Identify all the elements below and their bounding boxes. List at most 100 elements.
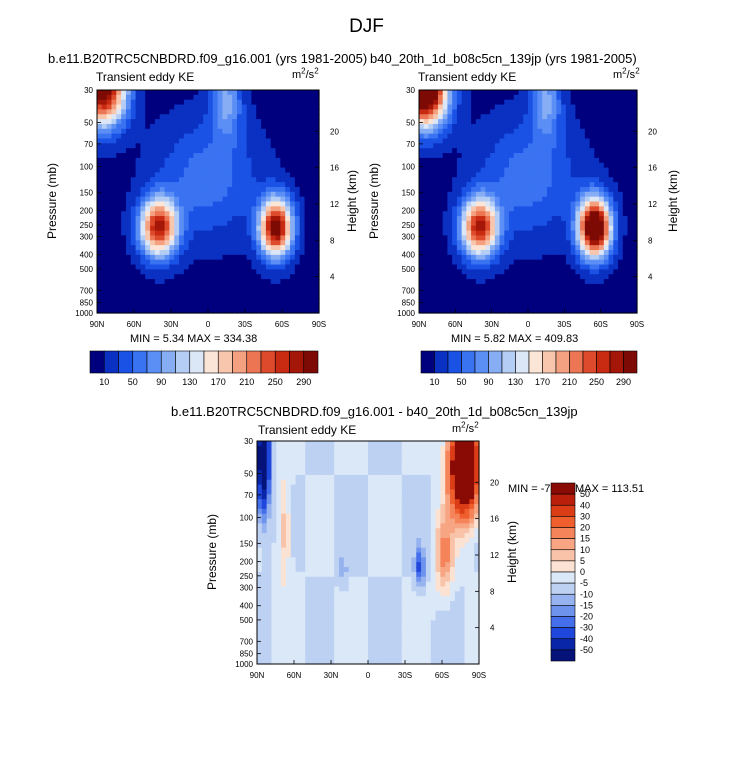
contour-cell [227, 245, 233, 251]
contour-cell [154, 123, 161, 130]
contour-cell [480, 274, 486, 280]
contour-cell [135, 99, 142, 106]
contour-cell [164, 206, 170, 212]
contour-cell [594, 206, 600, 212]
contour-cell [584, 182, 591, 188]
contour-cell [423, 186, 430, 193]
contour-cell [174, 225, 180, 232]
contour-cell [116, 240, 122, 246]
contour-cell [304, 167, 310, 174]
contour-cell [193, 143, 199, 149]
contour-cell [280, 162, 286, 169]
contour-cell [437, 143, 444, 149]
contour-cell [270, 114, 277, 120]
contour-cell [309, 148, 315, 154]
contour-cell [603, 99, 610, 106]
contour-cell [584, 308, 591, 314]
contour-cell [518, 162, 524, 169]
contour-cell [442, 186, 449, 193]
contour-cell [419, 259, 425, 266]
contour-cell [442, 177, 449, 183]
contour-cell [466, 104, 472, 110]
contour-cell [627, 167, 633, 174]
contour-cell [471, 274, 477, 280]
contour-cell [188, 240, 195, 246]
contour-cell [179, 240, 185, 246]
contour-cell [246, 143, 253, 149]
contour-cell [179, 119, 185, 125]
contour-cell [300, 610, 306, 617]
contour-cell [97, 177, 103, 183]
contour-cell [565, 119, 572, 125]
contour-cell [499, 162, 505, 169]
contour-cell [532, 123, 539, 130]
contour-cell [276, 470, 282, 476]
contour-cell [217, 182, 224, 188]
contour-cell [314, 245, 320, 251]
contour-cell [613, 230, 619, 237]
contour-cell [561, 230, 567, 237]
contour-cell [603, 128, 610, 135]
contour-cell [169, 196, 175, 203]
contour-cell [261, 581, 268, 588]
contour-cell [125, 254, 132, 261]
contour-cell [159, 283, 166, 290]
contour-cell [428, 162, 434, 169]
contour-cell [499, 138, 505, 144]
contour-cell [212, 259, 219, 266]
contour-cell [423, 235, 430, 241]
contour-cell [280, 172, 286, 178]
contour-cell [130, 162, 137, 169]
contour-cell [437, 94, 444, 101]
contour-cell [480, 94, 486, 101]
contour-cell [305, 630, 311, 636]
contour-cell [542, 128, 548, 135]
contour-cell [125, 153, 132, 159]
contour-cell [169, 167, 175, 174]
contour-cell [537, 191, 543, 198]
contour-cell [419, 177, 425, 183]
contour-cell [154, 143, 161, 149]
contour-cell [169, 186, 175, 193]
contour-cell [305, 489, 311, 495]
contour-cell [188, 104, 195, 110]
contour-cell [556, 240, 562, 246]
contour-cell [314, 567, 321, 573]
contour-cell [246, 196, 253, 203]
contour-cell [603, 279, 610, 285]
contour-cell [594, 148, 600, 154]
contour-cell [280, 293, 286, 300]
contour-cell [580, 138, 586, 144]
contour-cell [480, 128, 486, 135]
contour-cell [532, 235, 539, 241]
contour-cell [471, 90, 477, 96]
contour-cell [198, 245, 204, 251]
contour-cell [183, 254, 190, 261]
contour-cell [227, 308, 233, 314]
contour-cell [266, 630, 273, 636]
contour-cell [265, 283, 272, 290]
contour-cell [504, 191, 510, 198]
contour-cell [509, 279, 515, 285]
contour-cell [295, 547, 302, 554]
contour-cell [159, 162, 166, 169]
contour-cell [622, 220, 629, 227]
contour-cell [193, 153, 199, 159]
panel3-title: b.e11.B20TRC5CNBDRD.f09_g16.001 - b40_20… [171, 404, 578, 419]
contour-cell [164, 240, 170, 246]
lat-tick-label: 90S [312, 320, 326, 329]
contour-cell [106, 138, 113, 144]
contour-cell [290, 119, 296, 125]
contour-cell [169, 162, 175, 169]
contour-cell [193, 99, 199, 106]
contour-cell [116, 123, 122, 130]
contour-cell [241, 220, 248, 227]
contour-cell [471, 283, 477, 290]
contour-cell [490, 186, 496, 193]
contour-cell [542, 191, 548, 198]
contour-cell [528, 220, 534, 227]
contour-cell [236, 90, 243, 96]
contour-cell [561, 167, 567, 174]
contour-cell [261, 153, 267, 159]
contour-cell [294, 138, 301, 144]
